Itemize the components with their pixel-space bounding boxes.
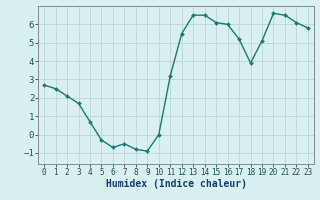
X-axis label: Humidex (Indice chaleur): Humidex (Indice chaleur) [106,179,246,189]
